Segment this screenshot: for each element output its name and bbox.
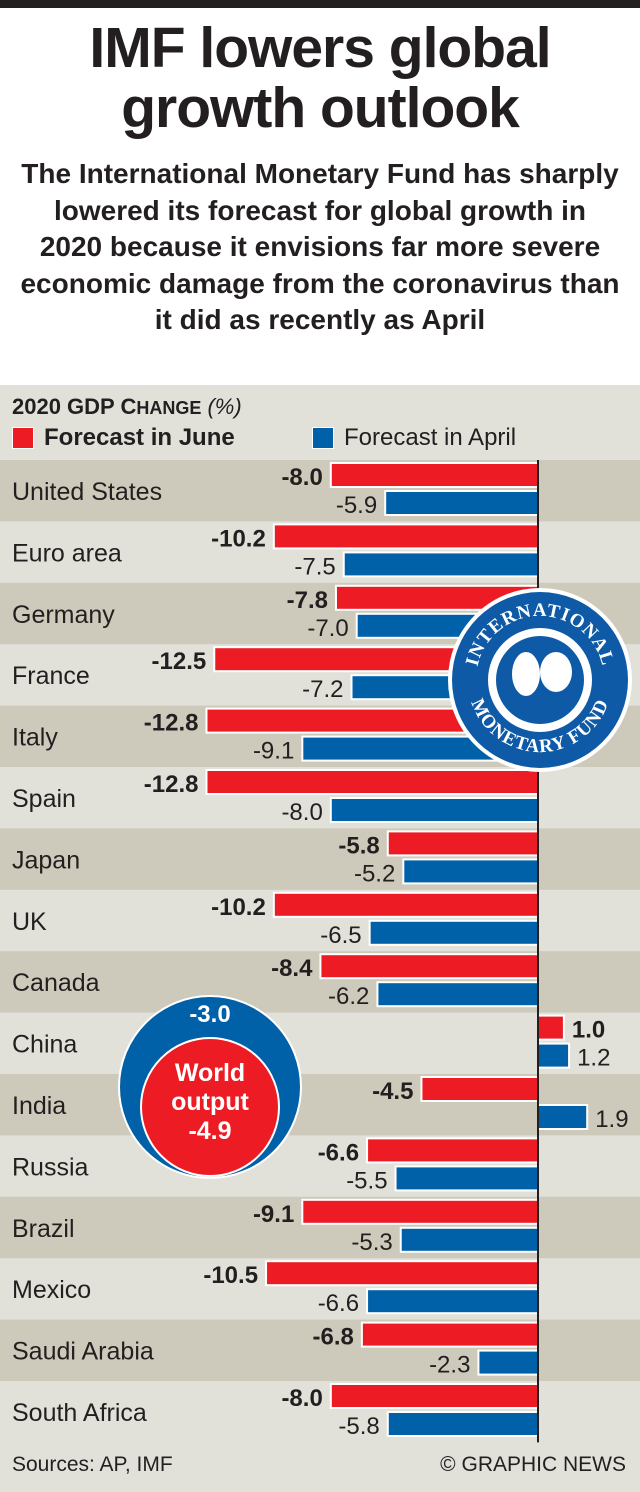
category-label: India (12, 1092, 66, 1120)
chart-title-sc: HANGE (136, 398, 202, 418)
value-label-april: -9.1 (253, 738, 294, 765)
bar-april (342, 551, 539, 578)
bar-june (537, 1014, 565, 1041)
value-label-june: -12.8 (144, 710, 199, 737)
row-background (0, 1012, 640, 1075)
value-label-april: -6.6 (318, 1290, 359, 1317)
value-label-april: -5.8 (338, 1413, 379, 1440)
legend-swatch-april (312, 427, 334, 449)
value-label-june: -5.8 (338, 832, 379, 859)
value-label-april: -7.2 (302, 676, 343, 703)
bar-june (319, 953, 539, 980)
value-label-april: -2.3 (429, 1352, 470, 1379)
bar-april (329, 797, 539, 823)
bar-june (386, 830, 539, 857)
category-label: UK (12, 908, 47, 936)
bar-june (272, 523, 539, 550)
bar-april (394, 1165, 539, 1192)
bar-june (301, 1198, 539, 1225)
top-bar (0, 0, 640, 8)
sources: Sources: AP, IMF (12, 1453, 173, 1476)
category-label: China (12, 1031, 77, 1059)
bar-april (399, 1226, 540, 1253)
category-label: Germany (12, 601, 115, 629)
value-label-june: -10.2 (211, 894, 266, 921)
bar-june (329, 1383, 539, 1409)
value-label-april: 1.9 (595, 1106, 628, 1133)
value-label-june: 1.0 (572, 1017, 605, 1044)
category-label: Saudi Arabia (12, 1338, 154, 1366)
value-label-june: -4.5 (372, 1078, 413, 1105)
category-label: United States (12, 478, 162, 506)
value-label-june: -7.8 (287, 587, 328, 614)
category-label: France (12, 662, 90, 690)
value-label-april: -7.5 (294, 553, 335, 580)
value-label-april: 1.2 (577, 1045, 610, 1072)
bar-april (537, 1042, 571, 1069)
chart-title-main: 2020 GDP C (12, 394, 137, 419)
page-title: IMF lowers global growth outlook (89, 16, 551, 140)
value-label-june: -12.8 (144, 771, 199, 798)
bar-june (360, 1321, 539, 1348)
value-label-april: -5.3 (351, 1229, 392, 1256)
bar-april (376, 981, 540, 1008)
value-label-april: -5.2 (354, 860, 395, 887)
bar-june (366, 1137, 539, 1164)
category-label: Italy (12, 724, 58, 752)
bar-april (402, 858, 539, 885)
bar-april (537, 1104, 589, 1130)
category-label: Mexico (12, 1276, 91, 1304)
bar-june (420, 1076, 540, 1102)
value-label-june: -6.8 (313, 1324, 354, 1351)
category-label: Brazil (12, 1215, 75, 1243)
category-label: Japan (12, 846, 80, 874)
bar-april (477, 1349, 539, 1376)
bar-april (366, 1288, 539, 1315)
bar-june (329, 462, 539, 488)
category-label: Spain (12, 785, 76, 813)
world-april-value: -3.0 (189, 1001, 231, 1028)
value-label-june: -8.0 (281, 1385, 322, 1412)
value-label-june: -6.6 (318, 1139, 359, 1166)
world-label-1: World (174, 1059, 246, 1087)
chart-title: 2020 GDP CHANGE (%) (12, 394, 242, 420)
value-label-june: -10.5 (203, 1262, 258, 1289)
bar-april (368, 919, 539, 946)
chart-unit: (%) (207, 394, 242, 419)
imf-seal-logo: INTERNATIONAL MONETARY FUND (448, 588, 632, 772)
legend-june: Forecast in June (12, 424, 235, 452)
value-label-april: -6.5 (320, 922, 361, 949)
bar-june (265, 1260, 539, 1287)
value-label-april: -5.5 (346, 1167, 387, 1194)
value-label-june: -8.4 (271, 955, 313, 982)
copyright: © GRAPHIC NEWS (440, 1453, 626, 1476)
world-output-badge: -3.0 World output -4.9 (118, 995, 302, 1179)
world-label-2: output (171, 1088, 249, 1116)
category-label: Russia (12, 1153, 89, 1181)
category-label: Canada (12, 969, 100, 997)
value-label-april: -7.0 (307, 615, 348, 642)
subtitle: The International Monetary Fund has shar… (20, 158, 620, 335)
value-label-april: -8.0 (281, 799, 322, 826)
legend-label-june: Forecast in June (44, 424, 235, 451)
category-label: Euro area (12, 539, 122, 567)
bar-april (386, 1411, 539, 1437)
legend-swatch-june (12, 427, 34, 449)
legend-april: Forecast in April (312, 424, 516, 452)
value-label-june: -9.1 (253, 1201, 294, 1228)
world-june-circle: World output -4.9 (140, 1037, 280, 1177)
value-label-june: -8.0 (281, 464, 322, 491)
world-june-value: -4.9 (188, 1117, 232, 1145)
row-background (0, 828, 640, 891)
legend-label-april: Forecast in April (344, 424, 517, 451)
bar-june (272, 891, 539, 918)
value-label-june: -12.5 (152, 648, 207, 675)
value-label-june: -10.2 (211, 525, 266, 552)
value-label-april: -6.2 (328, 983, 369, 1010)
bar-april (384, 490, 539, 516)
value-label-april: -5.9 (336, 492, 377, 519)
category-label: South Africa (12, 1399, 147, 1427)
